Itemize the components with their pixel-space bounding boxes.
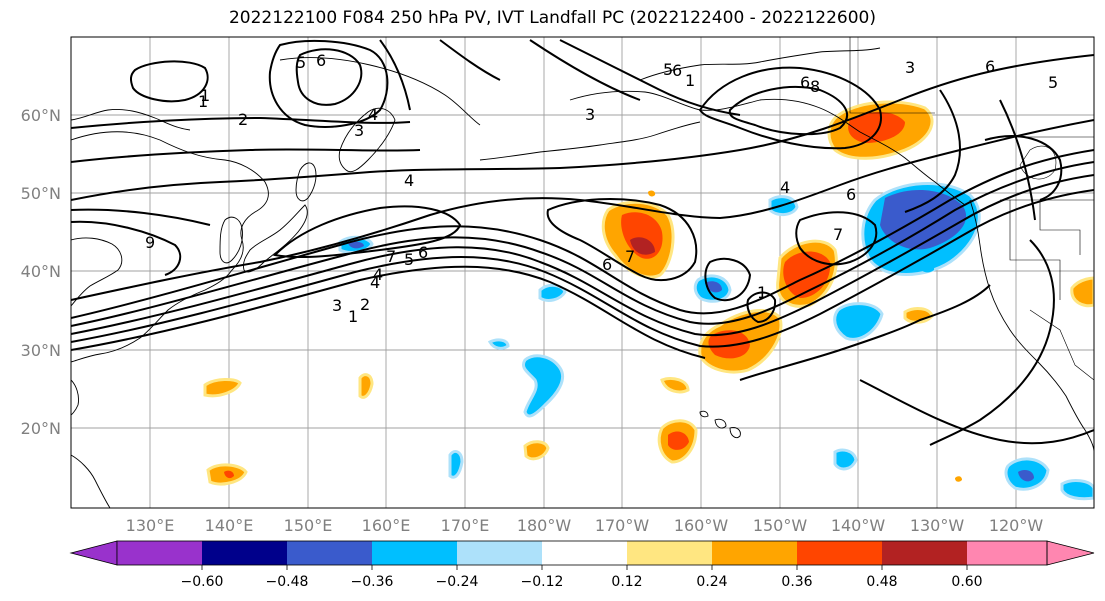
lon-label: 140°W <box>831 516 886 535</box>
colorbar-tick-label: 0.48 <box>866 574 897 590</box>
colorbar-frame <box>116 540 1048 566</box>
colorbar-swatch <box>712 541 797 565</box>
colorbar-swatch <box>287 541 372 565</box>
colorbar-under-arrow <box>69 540 118 566</box>
colorbar-tick-label: −0.48 <box>266 574 309 590</box>
contour-label: 7 <box>386 247 396 266</box>
contour-labels: 1 2 3 4 5 6 4 3 5 6 1 6 8 3 4 6 7 1 2 3 … <box>145 51 1058 326</box>
contour-label: 1 <box>757 283 767 302</box>
lat-label: 50°N <box>21 184 61 203</box>
colorbar-swatch <box>117 541 202 565</box>
map-title: 2022122100 F084 250 hPa PV, IVT Landfall… <box>228 8 876 28</box>
colorbar-tick-label: 0.12 <box>611 574 642 590</box>
contour-label: 7 <box>625 247 635 266</box>
contour-label: 6 <box>602 255 612 274</box>
contour-label: 1 <box>200 86 210 105</box>
contour-label: 3 <box>585 105 595 124</box>
colorbar-tick-label: 0.60 <box>951 574 982 590</box>
contour-label: 6 <box>800 73 810 92</box>
colorbar-tick-label: 0.24 <box>696 574 727 590</box>
colorbar-swatch <box>542 541 627 565</box>
map-canvas: 1 2 3 4 5 6 4 3 5 6 1 6 8 3 4 6 7 1 2 3 … <box>71 37 1094 508</box>
lon-label: 170°E <box>441 516 490 535</box>
latitude-labels: 60°N 50°N 40°N 30°N 20°N <box>21 106 61 438</box>
lon-label: 150°E <box>284 516 333 535</box>
colorbar-tick-label: −0.36 <box>351 574 394 590</box>
contour-label: 7 <box>833 225 843 244</box>
lon-label: 170°W <box>595 516 650 535</box>
lon-label: 150°W <box>753 516 808 535</box>
contour-label: 4 <box>370 273 380 292</box>
colorbar-over-arrow <box>1046 540 1095 566</box>
contour-label: 9 <box>145 233 155 252</box>
contour-label: 6 <box>316 51 326 70</box>
lon-label: 120°W <box>989 516 1044 535</box>
contour-label: 2 <box>360 295 370 314</box>
contour-label: 2 <box>238 110 248 129</box>
gridlines <box>71 37 1094 508</box>
colorbar-swatch <box>457 541 542 565</box>
lon-label: 140°E <box>205 516 254 535</box>
ivt-shading <box>203 100 1094 501</box>
lat-label: 60°N <box>21 106 61 125</box>
longitude-labels: 130°E 140°E 150°E 160°E 170°E 180°W 170°… <box>126 516 1044 535</box>
lon-label: 160°W <box>674 516 729 535</box>
contour-label: 4 <box>373 265 383 284</box>
contour-label: 5 <box>1048 73 1058 92</box>
colorbar-swatch <box>967 541 1047 565</box>
contour-label: 4 <box>368 105 378 124</box>
lat-label: 30°N <box>21 341 61 360</box>
map-frame <box>70 36 1095 509</box>
coastlines <box>71 47 1094 508</box>
colorbar-tick-label: −0.24 <box>436 574 479 590</box>
lat-label: 40°N <box>21 262 61 281</box>
lon-label: 160°E <box>362 516 411 535</box>
colorbar-tick-label: 0.36 <box>781 574 812 590</box>
lon-label: 180°W <box>517 516 572 535</box>
colorbar-tick-label: −0.12 <box>521 574 564 590</box>
contour-label: 6 <box>846 185 856 204</box>
colorbar-swatch <box>627 541 712 565</box>
contour-label: 1 <box>198 92 208 111</box>
pv-contours <box>71 39 1094 446</box>
contour-label: 3 <box>332 296 342 315</box>
contour-label: 6 <box>418 243 428 262</box>
colorbar-swatch <box>882 541 967 565</box>
contour-label: 4 <box>780 178 790 197</box>
contour-label: 1 <box>685 71 695 90</box>
contour-label: 5 <box>663 60 673 79</box>
contour-label: 3 <box>905 58 915 77</box>
contour-label: 5 <box>404 250 414 269</box>
lon-label: 130°E <box>126 516 175 535</box>
contour-label: 1 <box>348 307 358 326</box>
colorbar: −0.60 −0.48 −0.36 −0.24 −0.12 0.12 0.24 … <box>69 540 1095 590</box>
contour-label: 4 <box>404 171 414 190</box>
contour-label: 6 <box>985 57 995 76</box>
lon-label: 130°W <box>910 516 965 535</box>
colorbar-swatch <box>202 541 287 565</box>
lat-label: 20°N <box>21 419 61 438</box>
colorbar-swatch <box>797 541 882 565</box>
colorbar-tick-label: −0.60 <box>181 574 224 590</box>
contour-label: 8 <box>810 77 820 96</box>
contour-label: 3 <box>354 121 364 140</box>
colorbar-swatch <box>372 541 457 565</box>
contour-label: 5 <box>296 53 306 72</box>
colorbar-tick-marks <box>201 565 968 570</box>
contour-label: 6 <box>672 61 682 80</box>
